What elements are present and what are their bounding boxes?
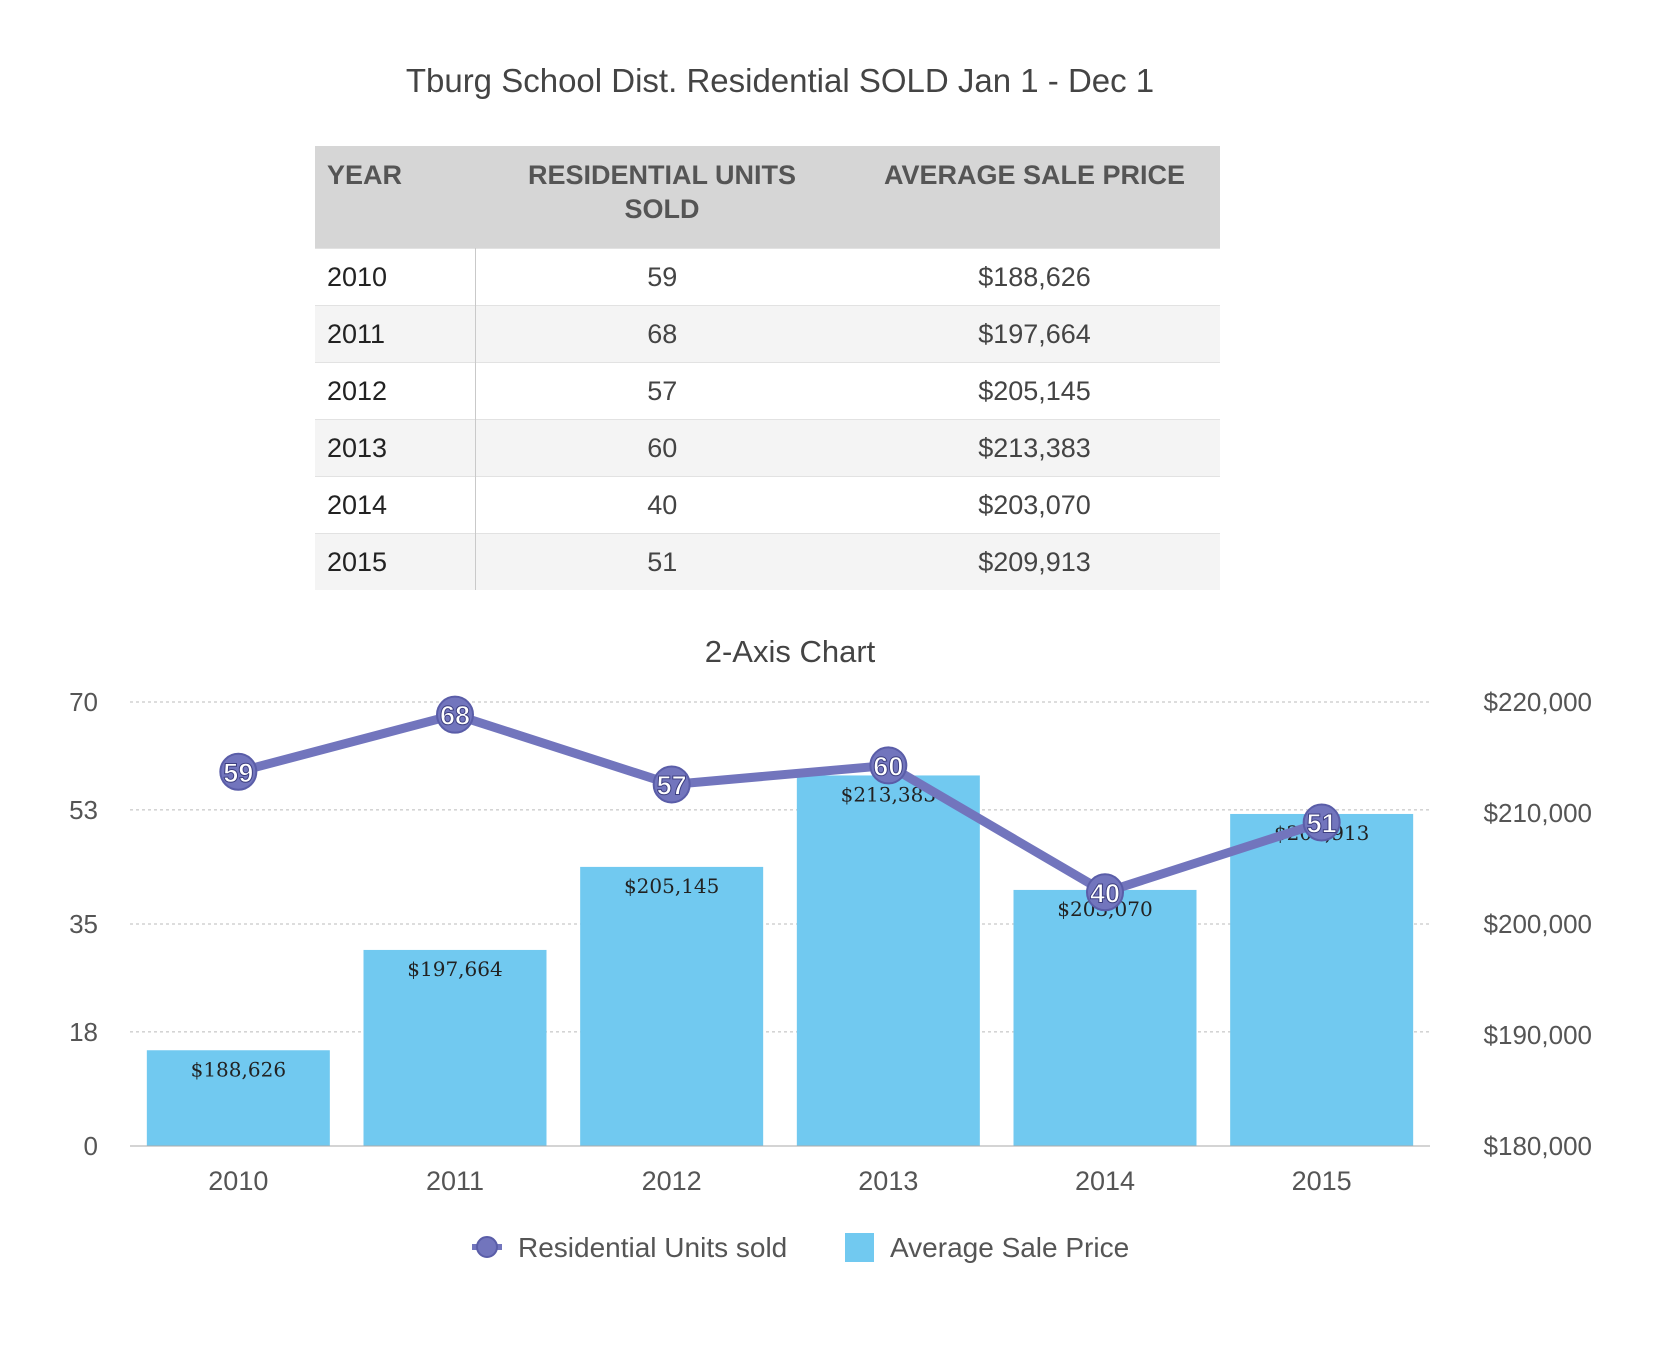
- bar: [580, 866, 764, 1146]
- table-row: 2010 59 $188,626: [315, 248, 1220, 306]
- table-row: 2015 51 $209,913: [315, 533, 1220, 590]
- line-point: [1302, 803, 1341, 842]
- legend-point-marker: [476, 1236, 498, 1258]
- units-cell: 40: [475, 476, 849, 534]
- column-header-year: YEAR: [315, 146, 475, 249]
- column-header-units: RESIDENTIAL UNITS SOLD: [475, 146, 849, 249]
- chart-title: 2-Axis Chart: [705, 634, 876, 669]
- bar: [796, 775, 980, 1146]
- units-cell: 51: [475, 533, 849, 590]
- bar: [146, 1050, 330, 1146]
- year-cell: 2010: [315, 248, 476, 306]
- line-point: [652, 765, 691, 804]
- table-header-row: YEAR RESIDENTIAL UNITS SOLD AVERAGE SALE…: [315, 146, 1220, 249]
- legend-label-price: Average Sale Price: [890, 1232, 1129, 1263]
- line-point: [219, 752, 258, 791]
- bar: [1013, 889, 1197, 1146]
- units-cell: 59: [475, 248, 849, 306]
- bar-data-label: $188,626: [191, 1057, 286, 1081]
- table-row: 2013 60 $213,383: [315, 419, 1220, 477]
- x-axis-tick-label: 2012: [642, 1166, 702, 1196]
- line-point: [436, 695, 474, 734]
- year-cell: 2015: [315, 533, 476, 590]
- bar-data-label: $197,664: [407, 957, 502, 981]
- bar: [1230, 813, 1414, 1146]
- page-title: Tburg School Dist. Residential SOLD Jan …: [405, 62, 1155, 99]
- left-axis-tick-label: 35: [69, 909, 98, 939]
- right-axis-tick-label: $180,000: [1484, 1131, 1592, 1161]
- year-cell: 2013: [315, 419, 476, 477]
- units-cell: 57: [475, 362, 849, 420]
- two-axis-chart: 2-Axis Chart 0 18 35 53 70 $180,000 $190,000 $20…: [69, 634, 1592, 1263]
- table-row: 2012 57 $205,145: [315, 362, 1220, 420]
- left-axis-tick-label: 0: [84, 1131, 98, 1161]
- x-axis-tick-label: 2013: [858, 1166, 918, 1196]
- bar-data-label: $205,145: [624, 874, 719, 898]
- line-data-label: 57: [657, 770, 687, 800]
- line-data-label: 68: [440, 701, 470, 731]
- x-axis-tick-label: 2010: [208, 1166, 268, 1196]
- legend-label-units: Residential Units sold: [518, 1232, 787, 1263]
- sales-table: YEAR RESIDENTIAL UNITS SOLD AVERAGE SALE…: [315, 146, 1220, 590]
- price-cell: $209,913: [849, 533, 1220, 590]
- line-point: [1086, 873, 1124, 912]
- price-cell: $203,070: [849, 476, 1220, 534]
- left-axis-tick-label: 53: [69, 795, 98, 825]
- x-axis-tick-label: 2014: [1075, 1166, 1135, 1196]
- x-axis-tick-label: 2015: [1292, 1166, 1352, 1196]
- year-cell: 2011: [315, 305, 476, 363]
- column-header-price: AVERAGE SALE PRICE: [849, 146, 1220, 249]
- price-cell: $188,626: [849, 248, 1220, 306]
- line-data-label: 59: [223, 758, 253, 788]
- line-data-label: 60: [873, 751, 903, 781]
- bar: [363, 949, 547, 1146]
- year-cell: 2014: [315, 476, 476, 534]
- year-cell: 2012: [315, 362, 476, 420]
- right-axis-tick-label: $210,000: [1484, 798, 1592, 828]
- table-row: 2014 40 $203,070: [315, 476, 1220, 534]
- units-cell: 68: [475, 305, 849, 363]
- units-line: [233, 710, 1327, 897]
- right-axis-tick-label: $200,000: [1484, 909, 1592, 939]
- price-cell: $197,664: [849, 305, 1220, 363]
- x-axis-tick-label: 2011: [426, 1166, 484, 1196]
- line-point: [869, 746, 908, 785]
- left-axis-tick-label: 18: [69, 1017, 98, 1047]
- price-cell: $213,383: [849, 419, 1220, 477]
- right-axis-tick-label: $190,000: [1484, 1020, 1592, 1050]
- table-row: 2011 68 $197,664: [315, 305, 1220, 363]
- price-cell: $205,145: [849, 362, 1220, 420]
- right-axis-tick-label: $220,000: [1484, 687, 1592, 717]
- line-data-label: 40: [1090, 878, 1120, 908]
- legend-bar-swatch: [845, 1233, 874, 1262]
- units-cell: 60: [475, 419, 849, 477]
- line-data-label: 51: [1307, 809, 1337, 839]
- left-axis-tick-label: 70: [69, 687, 98, 717]
